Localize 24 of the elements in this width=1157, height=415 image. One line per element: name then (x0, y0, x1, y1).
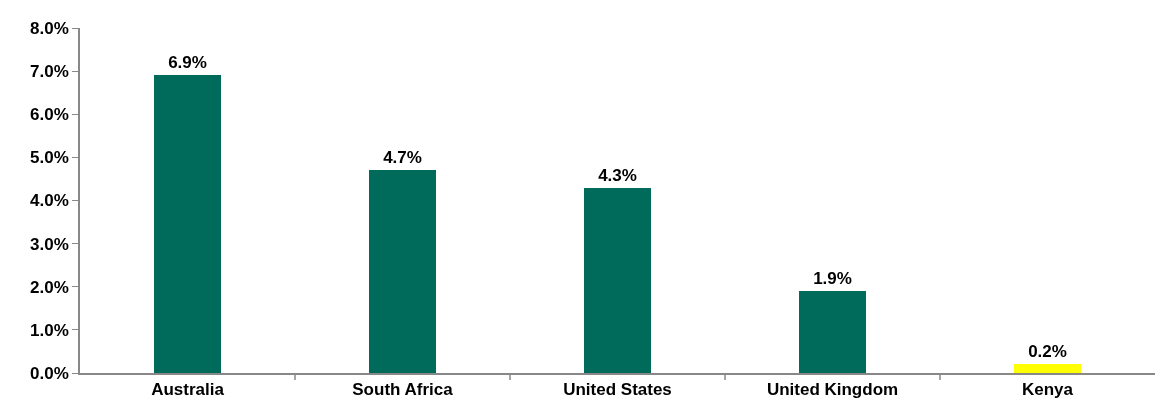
y-tick-label: 2.0% (30, 277, 69, 297)
data-label: 0.2% (1028, 342, 1067, 361)
y-tick-label: 6.0% (30, 105, 69, 125)
bar (1014, 364, 1081, 373)
x-tick-label: Kenya (1021, 380, 1074, 400)
y-tick-label: 0.0% (30, 363, 69, 383)
x-tick-label: United Kingdom (766, 380, 899, 400)
x-tick-label: South Africa (352, 380, 454, 400)
bar (799, 291, 866, 373)
data-label: 4.3% (598, 166, 637, 185)
y-tick-label: 1.0% (30, 320, 69, 340)
y-tick-label: 4.0% (30, 191, 69, 211)
y-tick-label: 8.0% (30, 18, 69, 38)
bar (154, 75, 221, 373)
x-tick-label: United States (563, 380, 672, 400)
x-tick-label: Australia (151, 380, 225, 400)
data-label: 6.9% (168, 53, 207, 72)
bar (584, 188, 651, 373)
data-label: 4.7% (383, 148, 422, 167)
y-tick-label: 5.0% (30, 148, 69, 168)
y-tick-label: 7.0% (30, 62, 69, 82)
bar (369, 170, 436, 373)
data-label: 1.9% (813, 269, 852, 288)
y-tick-label: 3.0% (30, 234, 69, 254)
